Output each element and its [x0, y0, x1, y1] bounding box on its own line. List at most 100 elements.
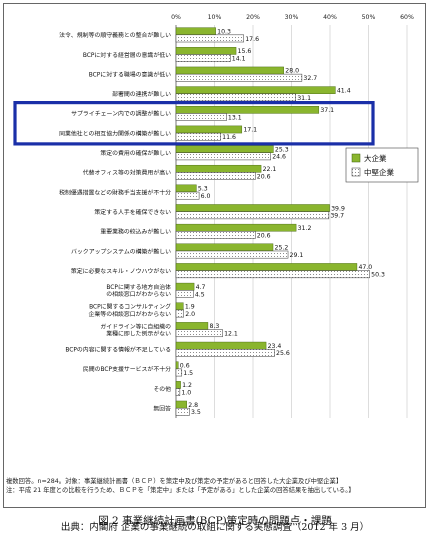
category-label: 策定に必要なスキル・ノウハウがない — [71, 267, 171, 275]
x-tick-label: 20% — [246, 14, 260, 21]
category-label: ガイドライン等に自組織の — [100, 322, 171, 330]
bar-large-company — [175, 381, 181, 389]
bar-medium-company — [175, 368, 183, 377]
bar-large-company — [175, 243, 274, 252]
value-label-medium: 20.6 — [257, 232, 271, 239]
x-tick-label: 50% — [362, 14, 376, 21]
category-label: 策定する人手を確保できない — [94, 208, 171, 216]
bar-large-company — [175, 184, 197, 193]
bar-medium-company — [175, 231, 256, 239]
bar-large-company — [175, 204, 330, 212]
legend-label-medium: 中堅企業 — [364, 167, 394, 177]
value-label-medium: 29.1 — [290, 252, 304, 259]
value-label-medium: 25.6 — [276, 350, 290, 357]
bar-large-company — [175, 263, 358, 271]
category-label: BCPに関する地方自治体 — [106, 283, 171, 291]
value-label-medium: 6.0 — [201, 193, 211, 200]
value-label-medium: 20.6 — [257, 173, 271, 180]
value-label-large: 23.4 — [268, 343, 282, 350]
bar-large-company — [175, 302, 184, 311]
highlight-box — [13, 100, 375, 146]
category-label: サプライチェーン内での調整が難しい — [71, 110, 171, 118]
bar-large-company — [175, 145, 274, 153]
value-label-large: 8.3 — [209, 323, 219, 330]
category-label: 部署間の連携が難しい — [112, 90, 171, 98]
legend-frame — [345, 147, 419, 183]
bar-medium-company — [175, 348, 275, 357]
bar-medium-company — [175, 113, 227, 121]
x-tick-label: 0% — [171, 14, 181, 21]
value-label-large: 2.8 — [188, 402, 198, 409]
category-label: 法令、規制等の順守義務との整合が難しい — [59, 31, 171, 39]
category-label: 企業等の相談窓口がわからない — [89, 310, 172, 318]
category-label: 同業他社との相互協力関係の構築が難しい — [59, 129, 171, 137]
bar-large-company — [175, 361, 179, 370]
value-label-large: 0.6 — [180, 362, 190, 369]
bar-medium-company — [175, 250, 289, 259]
category-label: BCPに関するコンサルティング — [89, 303, 171, 311]
bar-medium-company — [175, 34, 245, 43]
bar-large-company — [175, 164, 262, 173]
legend-swatch-large — [351, 153, 361, 163]
value-label-large: 1.9 — [185, 304, 195, 311]
value-label-large: 5.3 — [198, 186, 208, 193]
value-label-medium: 12.1 — [224, 331, 238, 338]
category-label: 業種に即した例示がない — [106, 329, 171, 337]
value-label-large: 47.0 — [358, 264, 372, 271]
value-label-medium: 39.7 — [330, 213, 344, 220]
legend-label-large: 大企業 — [364, 153, 387, 163]
bar-medium-company — [175, 93, 296, 102]
value-label-large: 25.3 — [275, 146, 289, 153]
bar-large-company — [175, 125, 243, 134]
category-label: その他 — [153, 385, 171, 393]
value-label-medium: 17.6 — [245, 36, 259, 43]
bar-medium-company — [175, 132, 221, 141]
footnote-survey: 複数回答。n=284。対象：事業継続計画書（ＢＣＰ）を策定中及び策定の予定がある… — [6, 478, 343, 485]
figure-title: 図 2 事業継続計画書(BCP)策定時の問題点・課題 — [98, 515, 332, 527]
value-label-large: 39.9 — [331, 205, 345, 212]
value-label-medium: 3.5 — [191, 409, 201, 416]
value-label-large: 28.0 — [285, 68, 299, 75]
category-label: 策定の費用の確保が難しい — [100, 149, 171, 157]
bar-medium-company — [175, 270, 370, 279]
value-label-large: 22.1 — [263, 166, 277, 173]
value-label-large: 1.2 — [182, 382, 192, 389]
category-label: 税制優遇措置などの財務手当支援が不十分 — [59, 188, 171, 196]
category-label: BCPに対する職場の意識が低い — [89, 70, 171, 78]
bar-large-company — [175, 66, 285, 75]
bar-medium-company — [175, 211, 330, 220]
x-tick-label: 10% — [208, 14, 222, 21]
bar-medium-company — [175, 309, 184, 318]
value-label-medium: 4.5 — [195, 291, 205, 298]
bar-medium-company — [175, 191, 200, 200]
bar-medium-company — [175, 329, 223, 338]
category-label: バックアップシステムの構築が難しい — [71, 247, 171, 255]
bar-large-company — [175, 282, 195, 291]
bar-large-company — [175, 47, 237, 55]
value-label-medium: 1.0 — [181, 390, 191, 397]
bar-medium-company — [175, 172, 256, 180]
bar-large-company — [175, 86, 336, 94]
footnote-comparison: 注：平成 21 年度との比較を行うため、ＢＣＰを「策定中」または「予定がある」と… — [6, 487, 355, 494]
value-label-medium: 1.5 — [183, 370, 193, 377]
bar-large-company — [175, 341, 267, 350]
x-tick-label: 60% — [400, 14, 414, 21]
x-tick-label: 40% — [323, 14, 337, 21]
value-label-medium: 2.0 — [185, 311, 195, 318]
value-label-large: 17.1 — [243, 127, 257, 134]
value-label-large: 41.4 — [337, 87, 351, 94]
category-label: 無回答 — [153, 404, 171, 412]
category-label: 民間のBCP支援サービスが不十分 — [83, 365, 171, 373]
category-label: 代替オフィス等の対策費用が高い — [83, 169, 171, 177]
category-label: BCPの内容に関する情報が不足している — [65, 346, 171, 354]
value-label-medium: 50.3 — [371, 272, 385, 279]
value-label-medium: 31.1 — [297, 95, 311, 102]
value-label-large: 25.2 — [275, 245, 289, 252]
figure-source: 出典：内閣府 企業の事業継続の取組に関する実態調査（2012 年 3 月） — [60, 522, 370, 533]
bar-medium-company — [175, 407, 190, 416]
bar-medium-company — [175, 54, 231, 62]
value-label-large: 37.1 — [320, 107, 334, 114]
value-label-large: 10.3 — [217, 28, 231, 35]
